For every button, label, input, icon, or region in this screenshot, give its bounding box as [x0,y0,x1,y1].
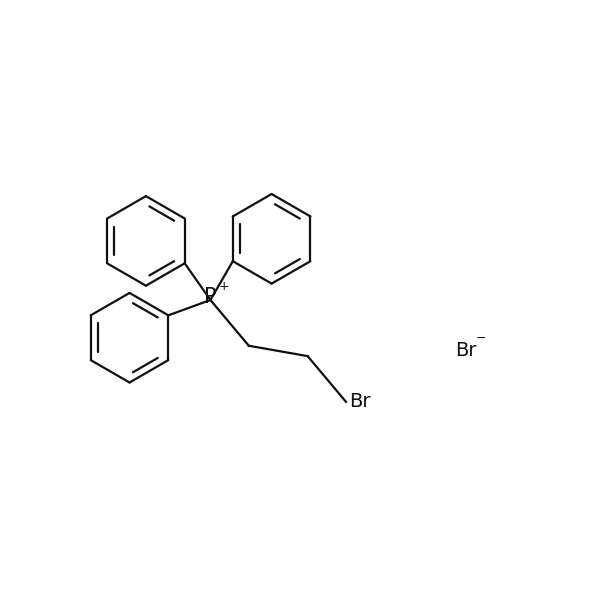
Text: Br: Br [349,392,370,412]
Text: Br: Br [455,341,477,360]
Text: +: + [218,280,229,293]
Text: P: P [204,287,217,307]
Text: −: − [476,332,487,346]
